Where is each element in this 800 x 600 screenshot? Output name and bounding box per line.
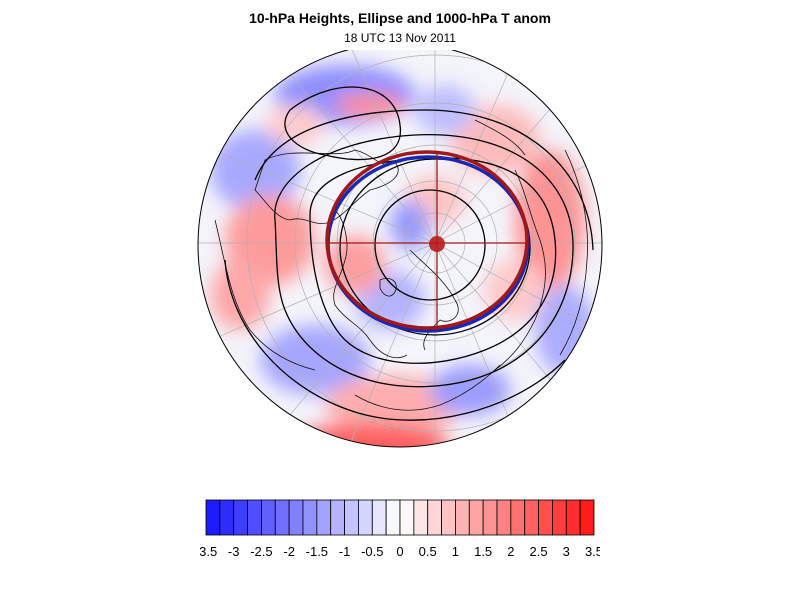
colorbar-bin — [205, 499, 221, 536]
colorbar-bin — [385, 499, 401, 536]
colorbar-tick-label: -3.5 — [200, 544, 217, 559]
colorbar-bin — [413, 499, 429, 536]
colorbar-bin — [482, 499, 498, 536]
map-border — [197, 50, 603, 448]
colorbar-tick-label: -2 — [283, 544, 295, 559]
colorbar-tick-label: -3 — [228, 544, 240, 559]
colorbar-bin — [524, 499, 539, 536]
colorbar-bin — [427, 499, 442, 536]
colorbar-tick-label: 2.5 — [530, 544, 548, 559]
temperature-anomaly-field — [198, 50, 602, 447]
colorbar-bin — [302, 499, 318, 536]
colorbar-bin — [274, 499, 290, 536]
colorbar-bin — [552, 499, 567, 536]
vortex-ellipse-red — [325, 150, 529, 330]
colorbar-bin — [468, 499, 484, 536]
colorbar-bin — [565, 499, 581, 536]
colorbar-tick-label: -0.5 — [361, 544, 383, 559]
chart-title: 10-hPa Heights, Ellipse and 1000-hPa T a… — [249, 10, 551, 26]
chart-subtitle: 18 UTC 13 Nov 2011 — [344, 31, 456, 45]
colorbar-tick-label: -2.5 — [250, 544, 272, 559]
colorbar-bin — [371, 499, 387, 536]
colorbar-bin — [330, 499, 345, 536]
colorbar-tick-label: 2 — [507, 544, 514, 559]
colorbar-bin — [441, 499, 456, 536]
ellipse-center-marker — [429, 236, 445, 252]
colorbar-tick-label: 3 — [563, 544, 570, 559]
colorbar-tick-label: 1.5 — [474, 544, 492, 559]
colorbar-bin — [496, 499, 512, 536]
colorbar-bin — [219, 499, 235, 536]
colorbar-tick-label: 0.5 — [419, 544, 437, 559]
colorbar-bin — [399, 499, 415, 536]
colorbar-tick-label: 0 — [396, 544, 403, 559]
colorbar-bin — [455, 499, 470, 536]
colorbar-bin — [247, 499, 262, 536]
colorbar-bin — [261, 499, 276, 536]
polar-map — [197, 50, 603, 448]
colorbar-bin — [358, 499, 373, 536]
colorbar-bin — [538, 499, 553, 536]
colorbar-tick-label: 1 — [452, 544, 459, 559]
colorbar-bin — [316, 499, 332, 536]
colorbar-bin — [579, 499, 595, 536]
colorbar-tick-label: -1.5 — [306, 544, 328, 559]
colorbar-bin — [288, 499, 304, 536]
colorbar-tick-label: 3.5 — [585, 544, 600, 559]
colorbar: -3.5 -3 -2.5 -2 -1.5 -1 -0.5 0 0.5 1 1.5 2 2.5 3 3.5 — [200, 499, 600, 559]
colorbar-bin — [344, 499, 359, 536]
colorbar-tick-label: -1 — [339, 544, 351, 559]
colorbar-bin — [233, 499, 248, 536]
colorbar-bin — [510, 499, 526, 536]
